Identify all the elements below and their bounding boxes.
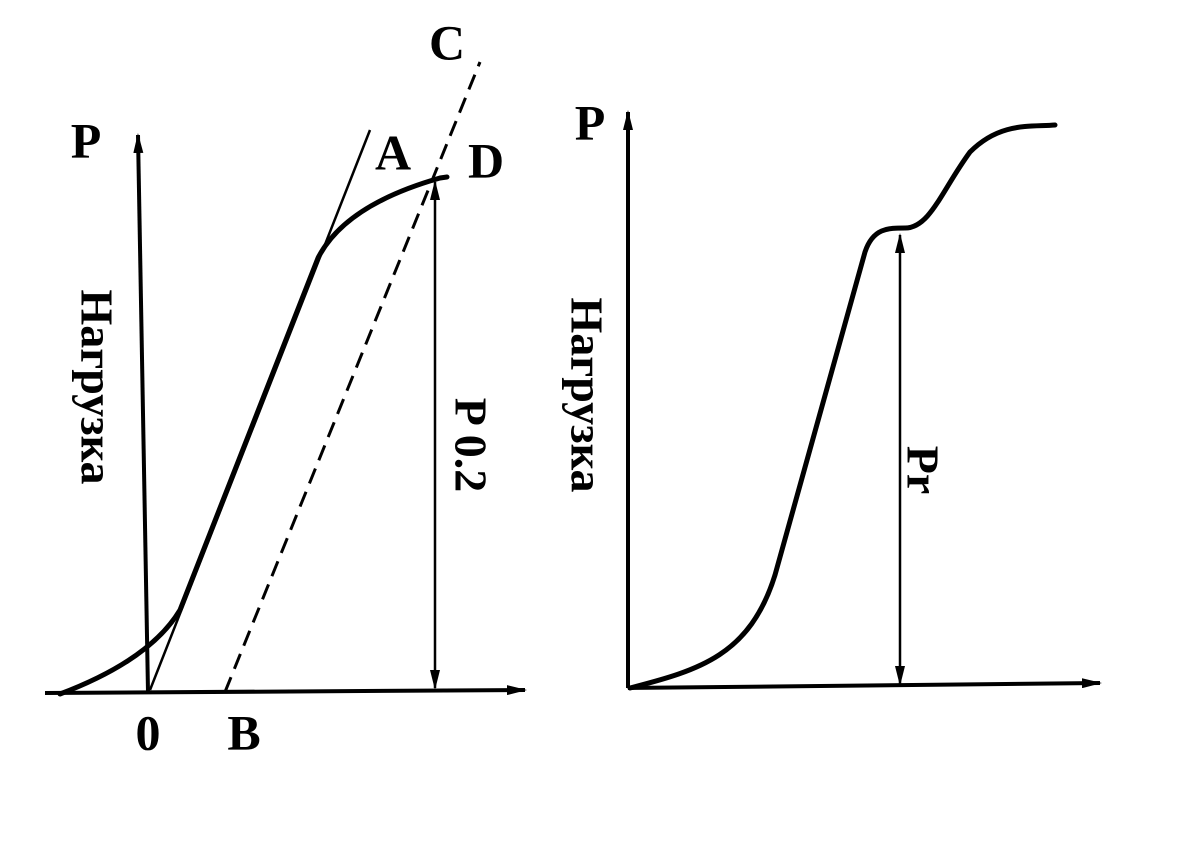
point-label: B [227, 704, 260, 760]
left-diagram: P Нагрузка C A D 0 B P 0.2 [44, 14, 527, 760]
x-axis [627, 678, 1102, 690]
y-axis [133, 133, 150, 693]
point-label: D [468, 132, 504, 188]
right-diagram: P Нагрузка Pr [561, 94, 1102, 691]
axis-label: P [71, 112, 102, 168]
measure-label: P 0.2 [445, 398, 496, 493]
axis-label: P [575, 94, 606, 150]
axis-title: Нагрузка [71, 290, 122, 485]
point-label: 0 [136, 704, 161, 760]
offset-line [223, 61, 482, 693]
x-axis [44, 685, 527, 696]
point-label: A [375, 124, 411, 180]
measure-label: Pr [897, 446, 948, 495]
point-label: C [429, 14, 465, 70]
axis-title: Нагрузка [561, 298, 612, 493]
load-curve [57, 174, 450, 697]
load-curve [627, 122, 1058, 691]
